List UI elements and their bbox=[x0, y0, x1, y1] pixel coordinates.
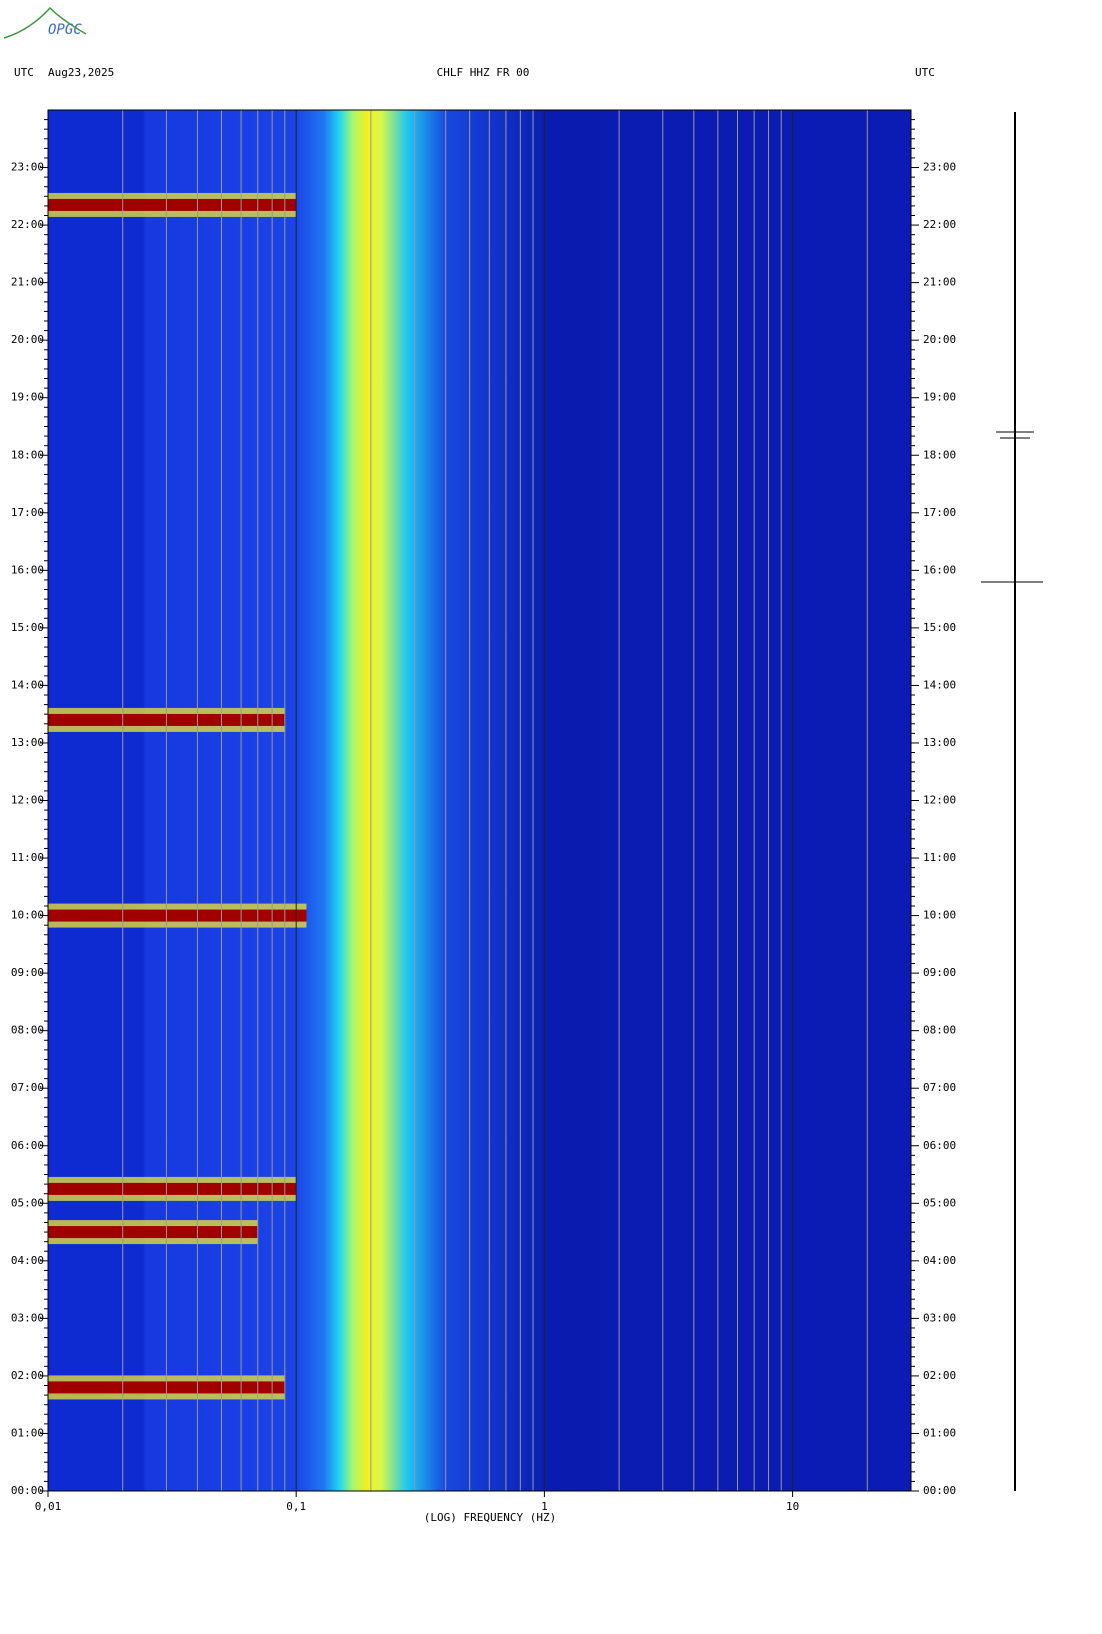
tz-left: UTC bbox=[14, 66, 34, 79]
y-tick-label-left: 21:00 bbox=[11, 276, 44, 289]
y-tick-label-right: 14:00 bbox=[923, 678, 956, 691]
plot-frame bbox=[47, 109, 912, 1492]
y-tick-label-left: 23:00 bbox=[11, 161, 44, 174]
y-tick-label-right: 02:00 bbox=[923, 1369, 956, 1382]
logo: OPGC bbox=[48, 22, 82, 38]
y-tick-label-right: 18:00 bbox=[923, 448, 956, 461]
y-tick-label-right: 01:00 bbox=[923, 1426, 956, 1439]
y-tick-label-right: 10:00 bbox=[923, 909, 956, 922]
y-tick-label-left: 22:00 bbox=[11, 218, 44, 231]
y-tick-label-right: 21:00 bbox=[923, 276, 956, 289]
tz-right: UTC bbox=[915, 66, 935, 79]
y-tick-label-right: 15:00 bbox=[923, 621, 956, 634]
spectrogram-background bbox=[48, 110, 911, 1491]
y-tick-label-right: 17:00 bbox=[923, 506, 956, 519]
y-tick-label-left: 17:00 bbox=[11, 506, 44, 519]
y-tick-label-left: 14:00 bbox=[11, 678, 44, 691]
x-tick-label: 0,1 bbox=[286, 1500, 306, 1513]
logo-swoosh bbox=[3, 6, 87, 39]
y-tick-label-right: 20:00 bbox=[923, 333, 956, 346]
y-tick-label-left: 00:00 bbox=[11, 1484, 44, 1497]
y-tick-label-left: 02:00 bbox=[11, 1369, 44, 1382]
y-tick-label-right: 07:00 bbox=[923, 1081, 956, 1094]
y-tick-label-left: 10:00 bbox=[11, 909, 44, 922]
y-tick-label-left: 06:00 bbox=[11, 1139, 44, 1152]
y-tick-label-left: 08:00 bbox=[11, 1024, 44, 1037]
y-tick-label-right: 23:00 bbox=[923, 161, 956, 174]
y-tick-label-left: 16:00 bbox=[11, 563, 44, 576]
y-tick-label-left: 04:00 bbox=[11, 1254, 44, 1267]
event-core bbox=[48, 1226, 258, 1239]
y-tick-label-left: 13:00 bbox=[11, 736, 44, 749]
y-tick-label-left: 09:00 bbox=[11, 966, 44, 979]
y-tick-label-right: 08:00 bbox=[923, 1024, 956, 1037]
y-tick-label-right: 13:00 bbox=[923, 736, 956, 749]
y-tick-label-right: 22:00 bbox=[923, 218, 956, 231]
y-tick-label-left: 15:00 bbox=[11, 621, 44, 634]
y-tick-label-left: 19:00 bbox=[11, 391, 44, 404]
y-tick-label-right: 12:00 bbox=[923, 794, 956, 807]
y-tick-label-left: 01:00 bbox=[11, 1426, 44, 1439]
x-tick-label: 10 bbox=[786, 1500, 799, 1513]
chart-title: CHLF HHZ FR 00 bbox=[437, 66, 530, 79]
y-tick-label-left: 12:00 bbox=[11, 794, 44, 807]
y-tick-label-left: 11:00 bbox=[11, 851, 44, 864]
y-tick-label-left: 05:00 bbox=[11, 1196, 44, 1209]
y-tick-label-left: 07:00 bbox=[11, 1081, 44, 1094]
y-tick-label-left: 20:00 bbox=[11, 333, 44, 346]
y-tick-label-right: 16:00 bbox=[923, 563, 956, 576]
x-tick-label: 1 bbox=[541, 1500, 548, 1513]
y-tick-label-right: 19:00 bbox=[923, 391, 956, 404]
date: Aug23,2025 bbox=[48, 66, 114, 79]
y-tick-label-right: 11:00 bbox=[923, 851, 956, 864]
y-tick-label-left: 03:00 bbox=[11, 1311, 44, 1324]
event-core bbox=[48, 909, 307, 922]
y-tick-label-left: 18:00 bbox=[11, 448, 44, 461]
y-tick-label-right: 05:00 bbox=[923, 1196, 956, 1209]
y-tick-label-right: 04:00 bbox=[923, 1254, 956, 1267]
x-tick-label: 0,01 bbox=[35, 1500, 62, 1513]
y-tick-label-right: 06:00 bbox=[923, 1139, 956, 1152]
y-tick-label-right: 00:00 bbox=[923, 1484, 956, 1497]
x-axis-label: (LOG) FREQUENCY (HZ) bbox=[424, 1511, 556, 1524]
y-tick-label-right: 03:00 bbox=[923, 1311, 956, 1324]
event-core bbox=[48, 1182, 297, 1195]
y-tick-label-right: 09:00 bbox=[923, 966, 956, 979]
event-core bbox=[48, 198, 297, 211]
